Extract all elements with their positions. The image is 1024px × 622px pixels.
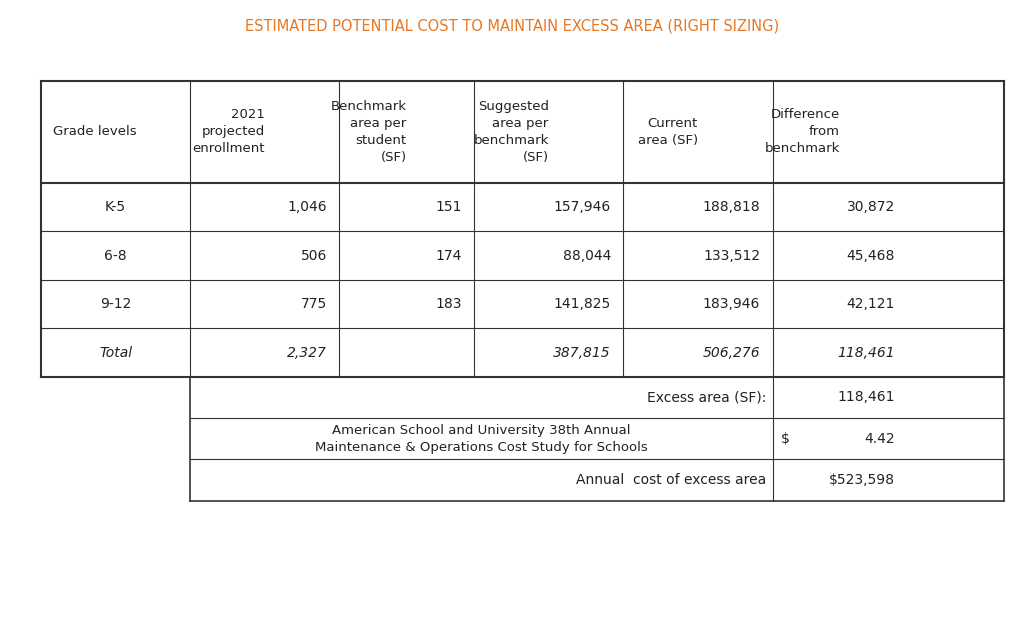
Text: 506,276: 506,276 [702, 346, 760, 360]
Text: 4.42: 4.42 [864, 432, 895, 446]
Text: Total: Total [99, 346, 132, 360]
Text: $523,598: $523,598 [829, 473, 895, 487]
Text: 157,946: 157,946 [554, 200, 611, 214]
Text: Current
area (SF): Current area (SF) [638, 117, 698, 147]
Text: 2,327: 2,327 [287, 346, 327, 360]
Text: ESTIMATED POTENTIAL COST TO MAINTAIN EXCESS AREA (RIGHT SIZING): ESTIMATED POTENTIAL COST TO MAINTAIN EXC… [245, 19, 779, 34]
Text: K-5: K-5 [105, 200, 126, 214]
Text: 151: 151 [435, 200, 462, 214]
Text: 6-8: 6-8 [104, 249, 127, 262]
Text: American School and University 38th Annual
Maintenance & Operations Cost Study f: American School and University 38th Annu… [315, 424, 648, 453]
Text: 118,461: 118,461 [838, 346, 895, 360]
Text: 9-12: 9-12 [100, 297, 131, 311]
Text: 118,461: 118,461 [838, 391, 895, 404]
Text: Suggested
area per
benchmark
(SF): Suggested area per benchmark (SF) [473, 100, 549, 164]
Text: 183: 183 [435, 297, 462, 311]
Text: 45,468: 45,468 [847, 249, 895, 262]
Text: 42,121: 42,121 [847, 297, 895, 311]
Text: Grade levels: Grade levels [53, 125, 137, 138]
Text: 387,815: 387,815 [553, 346, 611, 360]
Text: Difference
from
benchmark: Difference from benchmark [765, 108, 840, 156]
Text: 133,512: 133,512 [703, 249, 760, 262]
Text: Excess area (SF):: Excess area (SF): [647, 391, 766, 404]
Text: 2021
projected
enrollment: 2021 projected enrollment [193, 108, 265, 156]
Text: 183,946: 183,946 [702, 297, 760, 311]
Text: $: $ [780, 432, 790, 446]
Text: 506: 506 [301, 249, 327, 262]
Text: 775: 775 [301, 297, 327, 311]
Text: 174: 174 [435, 249, 462, 262]
Text: 30,872: 30,872 [847, 200, 895, 214]
Text: Benchmark
area per
student
(SF): Benchmark area per student (SF) [331, 100, 407, 164]
Text: 141,825: 141,825 [554, 297, 611, 311]
Text: 188,818: 188,818 [702, 200, 760, 214]
Text: 1,046: 1,046 [288, 200, 327, 214]
Text: 88,044: 88,044 [562, 249, 611, 262]
Text: Annual  cost of excess area: Annual cost of excess area [577, 473, 766, 487]
